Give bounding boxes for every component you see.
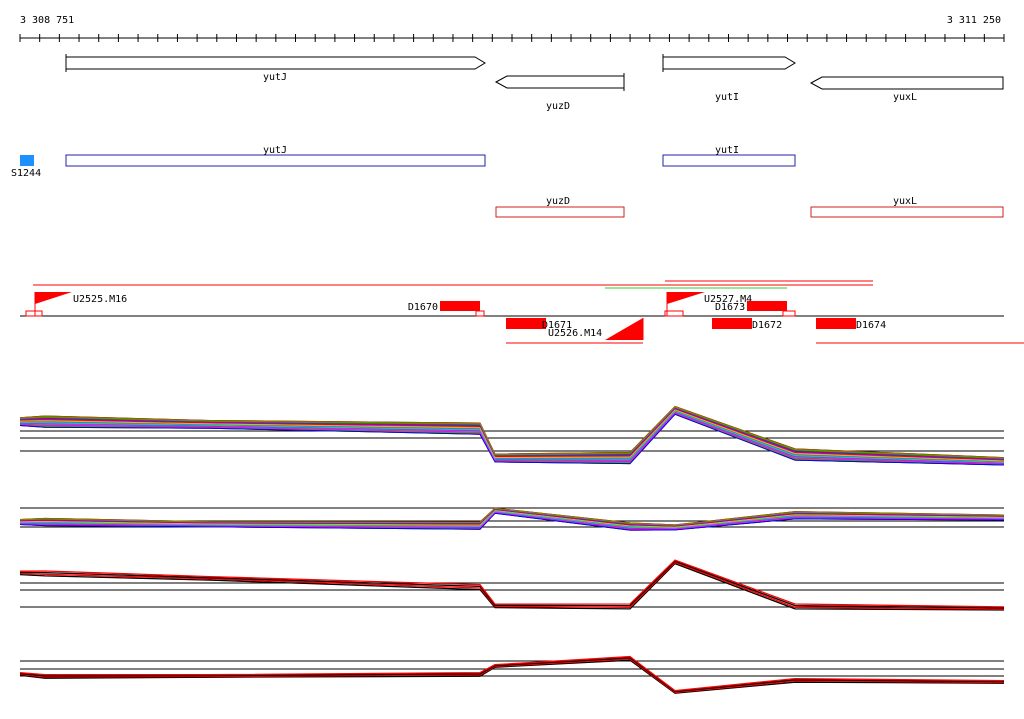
- gene-track: yutJ yuzD yutI yuxL: [65, 54, 1004, 112]
- feature-label-D1674: D1674: [856, 320, 886, 331]
- gene-label-yuxL: yuxL: [893, 92, 917, 103]
- feature-triangle-U2526[interactable]: [605, 318, 643, 340]
- plus-box-yutJ[interactable]: [65, 154, 486, 167]
- marker-square[interactable]: [20, 155, 34, 166]
- minus-box-yuxL[interactable]: [810, 206, 1004, 218]
- expression-profile-line: [19, 510, 1005, 529]
- expression-profile-line: [19, 410, 1005, 463]
- expression-track-2: [19, 507, 1005, 531]
- feature-block-D1672[interactable]: [712, 318, 752, 329]
- marker-label: S1244: [11, 168, 41, 179]
- feature-foot: [475, 310, 485, 317]
- plus-box-label-yutI: yutI: [715, 145, 739, 156]
- plus-box-label-yutJ: yutJ: [263, 145, 287, 156]
- gene-arrow-yuxL[interactable]: [809, 76, 1004, 90]
- expression-profile-line: [19, 507, 1005, 526]
- expression-profile-line: [19, 512, 1005, 531]
- expression-profile-line: [19, 405, 1005, 459]
- ruler-ticks: [19, 34, 1005, 42]
- expression-track-1: [19, 405, 1005, 466]
- expression-profile-line: [19, 559, 1005, 608]
- feature-foot: [25, 310, 43, 317]
- ruler-start-label: 3 308 751: [20, 15, 74, 26]
- gene-yuxL[interactable]: yuxL: [809, 76, 1004, 103]
- minus-box-label-yuzD: yuzD: [546, 196, 570, 207]
- feature-label-U2527: U2527.M4: [704, 294, 752, 305]
- expression-profile-line: [19, 412, 1005, 465]
- gene-arrow-yutI[interactable]: [662, 56, 796, 70]
- feature-block-D1673[interactable]: [747, 301, 787, 311]
- expression-profile-line: [19, 406, 1005, 459]
- expression-profile-line: [19, 511, 1005, 530]
- ruler-end-label: 3 311 250: [947, 15, 1001, 26]
- feature-block-D1671[interactable]: [506, 318, 546, 329]
- feature-block-D1670[interactable]: [440, 301, 480, 311]
- gene-yuzD[interactable]: yuzD: [494, 73, 625, 112]
- expression-profile-line: [19, 508, 1005, 527]
- gene-arrow-yutJ[interactable]: [65, 56, 486, 70]
- feature-label-U2526: U2526.M14: [548, 328, 602, 339]
- feature-foot: [782, 310, 796, 317]
- feature-label-D1670: D1670: [408, 302, 438, 313]
- expression-profile-line: [19, 406, 1005, 459]
- expression-profile-line: [19, 561, 1005, 610]
- feature-label-D1671: D1671: [542, 320, 572, 331]
- gene-arrow-yuzD[interactable]: [494, 75, 625, 89]
- expression-track-4: [19, 655, 1005, 694]
- minus-box-yuzD[interactable]: [495, 206, 625, 218]
- expression-profile-line: [19, 658, 1005, 694]
- expression-profile-line: [19, 560, 1005, 609]
- expression-profile-line: [19, 409, 1005, 462]
- expression-profile-line: [19, 407, 1005, 460]
- feature-foot: [664, 310, 684, 317]
- feature-block-D1674[interactable]: [816, 318, 856, 329]
- expression-track-3: [19, 559, 1005, 611]
- feature-triangle-U2525[interactable]: [35, 292, 72, 304]
- feature-label-D1673: D1673: [715, 302, 745, 313]
- gene-label-yuzD: yuzD: [546, 101, 570, 112]
- expression-profile-line: [19, 657, 1005, 693]
- expression-profile-line: [19, 406, 1005, 459]
- expression-profile-line: [19, 562, 1005, 611]
- feature-label-U2525: U2525.M16: [73, 294, 127, 305]
- gene-label-yutJ: yutJ: [263, 72, 287, 83]
- expression-profile-line: [19, 405, 1005, 459]
- plus-box-yutI[interactable]: [662, 154, 796, 167]
- expression-profile-line: [19, 413, 1005, 466]
- expression-profile-line: [19, 509, 1005, 528]
- annotation-track: S1244 yutJ yutI yuzD yuxL: [11, 145, 1004, 218]
- expression-profile-line: [19, 659, 1005, 694]
- gene-label-yutI: yutI: [715, 92, 739, 103]
- gene-yutJ[interactable]: yutJ: [65, 54, 486, 83]
- feature-triangle-U2527[interactable]: [667, 292, 705, 304]
- feature-label-D1672: D1672: [752, 320, 782, 331]
- minus-box-label-yuxL: yuxL: [893, 196, 917, 207]
- gene-yutI[interactable]: yutI: [662, 54, 796, 103]
- expression-profile-line: [19, 655, 1005, 692]
- feature-track: U2525.M16 D1670 U2527.M4 D1673 D1671 U25…: [20, 280, 1024, 344]
- coordinate-ruler: 3 308 751 3 311 250: [19, 15, 1005, 42]
